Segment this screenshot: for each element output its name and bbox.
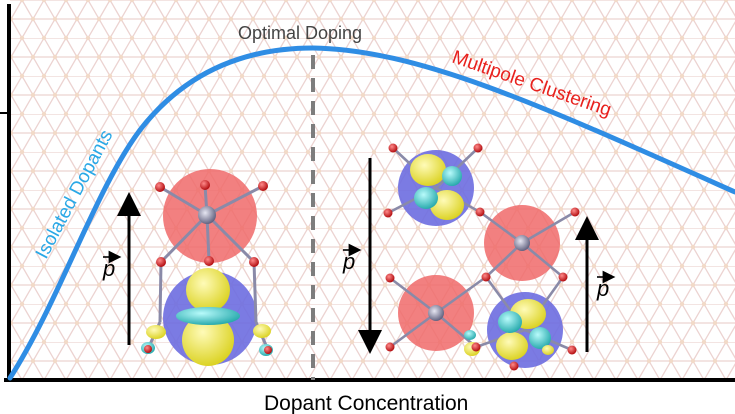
x-axis-label: Dopant Concentration: [264, 392, 468, 414]
lattice-background: [10, 0, 735, 380]
optimal-doping-label: Optimal Doping: [238, 23, 362, 43]
oxygen-atom: [385, 342, 395, 352]
yellow-lobe: [186, 268, 230, 312]
p-symbol: p: [596, 276, 609, 301]
oxygen-atom: [264, 346, 272, 354]
cyan-lobe: [442, 166, 462, 186]
oxygen-atom: [471, 342, 481, 352]
oxygen-atom: [155, 182, 165, 192]
p-symbol: p: [102, 256, 115, 281]
yellow-lobe: [496, 332, 528, 360]
yellow-lobe: [253, 324, 271, 338]
yellow-lobe: [542, 345, 554, 355]
metal-atom: [428, 305, 444, 321]
oxygen-atom: [204, 256, 214, 266]
yellow-lobe: [182, 314, 234, 366]
oxygen-atom: [473, 143, 483, 153]
p-label-left: p: [102, 250, 122, 281]
oxygen-atom: [481, 272, 491, 282]
oxygen-atom: [156, 257, 166, 267]
oxygen-atom: [383, 208, 393, 218]
cyan-lobe: [529, 327, 551, 349]
multipole-cluster-structure: [383, 143, 580, 371]
cyan-lobe: [464, 330, 476, 340]
oxygen-atom: [570, 207, 580, 217]
p-label-right: p: [596, 270, 616, 301]
oxygen-atom: [200, 180, 210, 190]
metal-atom: [514, 235, 530, 251]
oxygen-atom: [144, 345, 152, 353]
isolated-dopant-structure: [141, 169, 273, 366]
oxygen-atom: [258, 181, 268, 191]
oxygen-atom: [558, 272, 568, 282]
oxygen-atom: [567, 345, 577, 355]
oxygen-atom: [475, 207, 485, 217]
oxygen-atom: [388, 143, 398, 153]
oxygen-atom: [385, 273, 395, 283]
metal-atom: [198, 206, 216, 224]
doping-curve: [7, 45, 735, 381]
cyan-lobe: [414, 187, 438, 209]
yellow-lobe: [146, 325, 166, 339]
p-label-middle: p: [342, 243, 362, 274]
cyan-lobe: [498, 311, 522, 333]
yellow-lobe: [430, 190, 464, 220]
p-symbol: p: [342, 249, 355, 274]
oxygen-atom: [249, 257, 259, 267]
oxygen-atom: [509, 361, 519, 371]
cyan-lobe: [176, 307, 240, 325]
yellow-lobe: [410, 154, 446, 186]
